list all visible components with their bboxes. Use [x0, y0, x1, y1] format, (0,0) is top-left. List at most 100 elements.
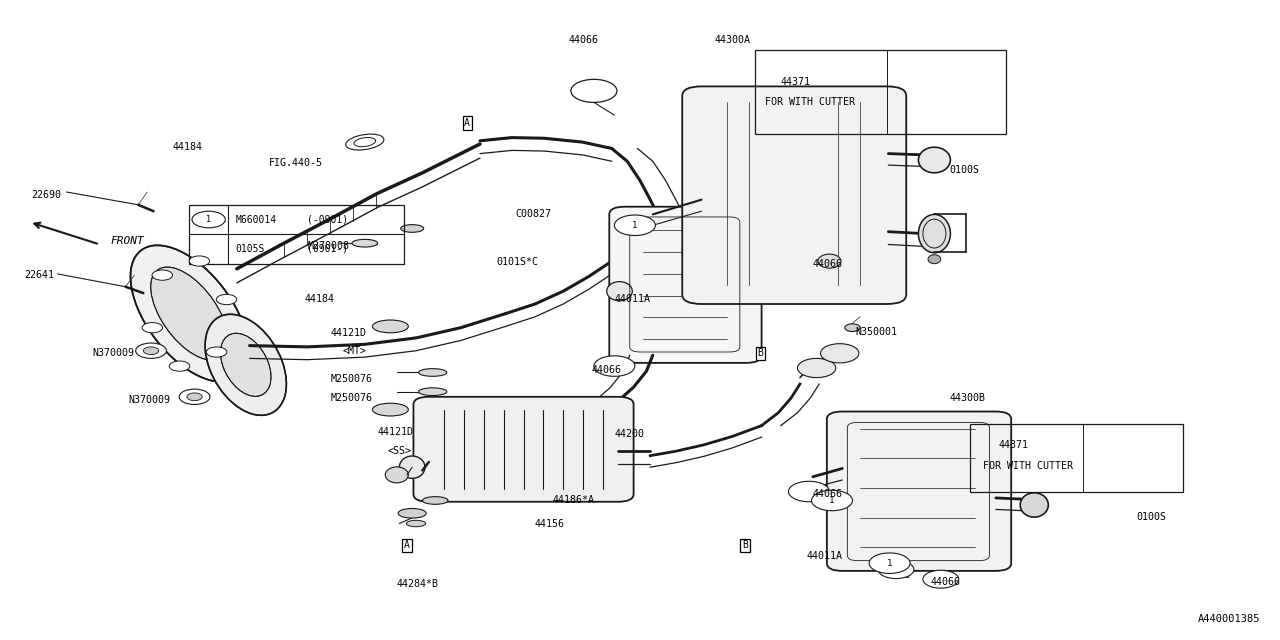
Circle shape: [179, 389, 210, 404]
Text: 0101S*C: 0101S*C: [497, 257, 539, 268]
Bar: [970, 424, 1183, 492]
Ellipse shape: [818, 254, 841, 268]
Text: 0105S: 0105S: [236, 244, 265, 254]
Ellipse shape: [919, 147, 951, 173]
Text: 44184: 44184: [305, 294, 334, 304]
Text: 1: 1: [206, 215, 211, 224]
Text: 1: 1: [887, 559, 892, 568]
Text: M250076: M250076: [330, 374, 372, 384]
Circle shape: [797, 358, 836, 378]
Circle shape: [143, 347, 159, 355]
Circle shape: [136, 343, 166, 358]
Ellipse shape: [372, 320, 408, 333]
Text: 44121D: 44121D: [378, 427, 413, 437]
FancyBboxPatch shape: [682, 86, 906, 304]
Circle shape: [189, 256, 210, 266]
Circle shape: [869, 553, 910, 573]
Text: 44066: 44066: [591, 365, 621, 375]
Text: FRONT: FRONT: [110, 236, 143, 246]
Circle shape: [923, 570, 959, 588]
Text: C00827: C00827: [516, 209, 552, 220]
Text: B: B: [758, 348, 763, 358]
Text: M660014: M660014: [236, 214, 276, 225]
Text: 44066: 44066: [813, 259, 842, 269]
Bar: [189, 205, 404, 264]
Text: 44186*A: 44186*A: [553, 495, 595, 506]
Ellipse shape: [845, 324, 860, 332]
Circle shape: [820, 344, 859, 363]
Circle shape: [788, 481, 829, 502]
Text: A440001385: A440001385: [1198, 614, 1261, 624]
Text: 1: 1: [632, 221, 637, 230]
Circle shape: [192, 211, 225, 228]
FancyBboxPatch shape: [827, 412, 1011, 571]
Text: FIG.440-5: FIG.440-5: [269, 158, 323, 168]
Text: <MT>: <MT>: [343, 346, 367, 356]
Circle shape: [169, 361, 189, 371]
Text: <SS>: <SS>: [388, 446, 412, 456]
Circle shape: [152, 270, 173, 280]
Text: 44184: 44184: [173, 142, 202, 152]
Text: 44011A: 44011A: [806, 550, 842, 561]
Text: 44156: 44156: [535, 518, 564, 529]
Circle shape: [594, 356, 635, 376]
Ellipse shape: [919, 214, 951, 253]
Text: M270008: M270008: [307, 241, 349, 252]
Text: 22690: 22690: [32, 190, 61, 200]
Ellipse shape: [1020, 493, 1048, 517]
Ellipse shape: [735, 282, 760, 301]
Ellipse shape: [407, 520, 425, 527]
Circle shape: [216, 294, 237, 305]
Text: N370009: N370009: [92, 348, 134, 358]
Text: A: A: [465, 118, 470, 128]
Ellipse shape: [928, 255, 941, 264]
Ellipse shape: [419, 388, 447, 396]
Text: 44371: 44371: [998, 440, 1028, 450]
Text: N350001: N350001: [855, 326, 897, 337]
Text: 0100S: 0100S: [950, 164, 979, 175]
Circle shape: [187, 393, 202, 401]
Ellipse shape: [220, 333, 271, 396]
Circle shape: [878, 561, 914, 579]
Text: 44011A: 44011A: [614, 294, 650, 304]
Text: 22641: 22641: [24, 270, 54, 280]
Ellipse shape: [607, 282, 632, 301]
Ellipse shape: [352, 239, 378, 247]
Text: 44200: 44200: [614, 429, 644, 439]
Ellipse shape: [385, 467, 408, 483]
Text: A: A: [404, 540, 410, 550]
Ellipse shape: [372, 403, 408, 416]
Bar: [755, 50, 1006, 134]
Text: (-0901): (-0901): [307, 214, 348, 225]
FancyBboxPatch shape: [609, 207, 762, 363]
Circle shape: [571, 79, 617, 102]
Text: 44300A: 44300A: [714, 35, 750, 45]
Text: 1: 1: [829, 496, 835, 505]
Text: 44300B: 44300B: [950, 393, 986, 403]
Ellipse shape: [401, 225, 424, 232]
Circle shape: [142, 323, 163, 333]
Circle shape: [812, 490, 852, 511]
Text: 44066: 44066: [813, 489, 842, 499]
Ellipse shape: [419, 369, 447, 376]
Text: 44066: 44066: [568, 35, 598, 45]
Text: 44371: 44371: [781, 77, 810, 87]
Ellipse shape: [151, 267, 228, 360]
Ellipse shape: [422, 497, 448, 504]
Text: 44284*B: 44284*B: [397, 579, 439, 589]
Circle shape: [614, 215, 655, 236]
Text: 0100S: 0100S: [1137, 512, 1166, 522]
Ellipse shape: [399, 456, 425, 478]
Text: M250076: M250076: [330, 393, 372, 403]
Ellipse shape: [398, 508, 426, 518]
Text: B: B: [742, 540, 748, 550]
Text: 44066: 44066: [931, 577, 960, 588]
Ellipse shape: [131, 245, 248, 382]
Text: FOR WITH CUTTER: FOR WITH CUTTER: [765, 97, 855, 108]
FancyBboxPatch shape: [413, 397, 634, 502]
Text: (0901-): (0901-): [307, 244, 348, 254]
Ellipse shape: [205, 314, 287, 415]
Text: N370009: N370009: [128, 395, 170, 405]
Text: FOR WITH CUTTER: FOR WITH CUTTER: [983, 461, 1073, 471]
Circle shape: [206, 347, 227, 357]
